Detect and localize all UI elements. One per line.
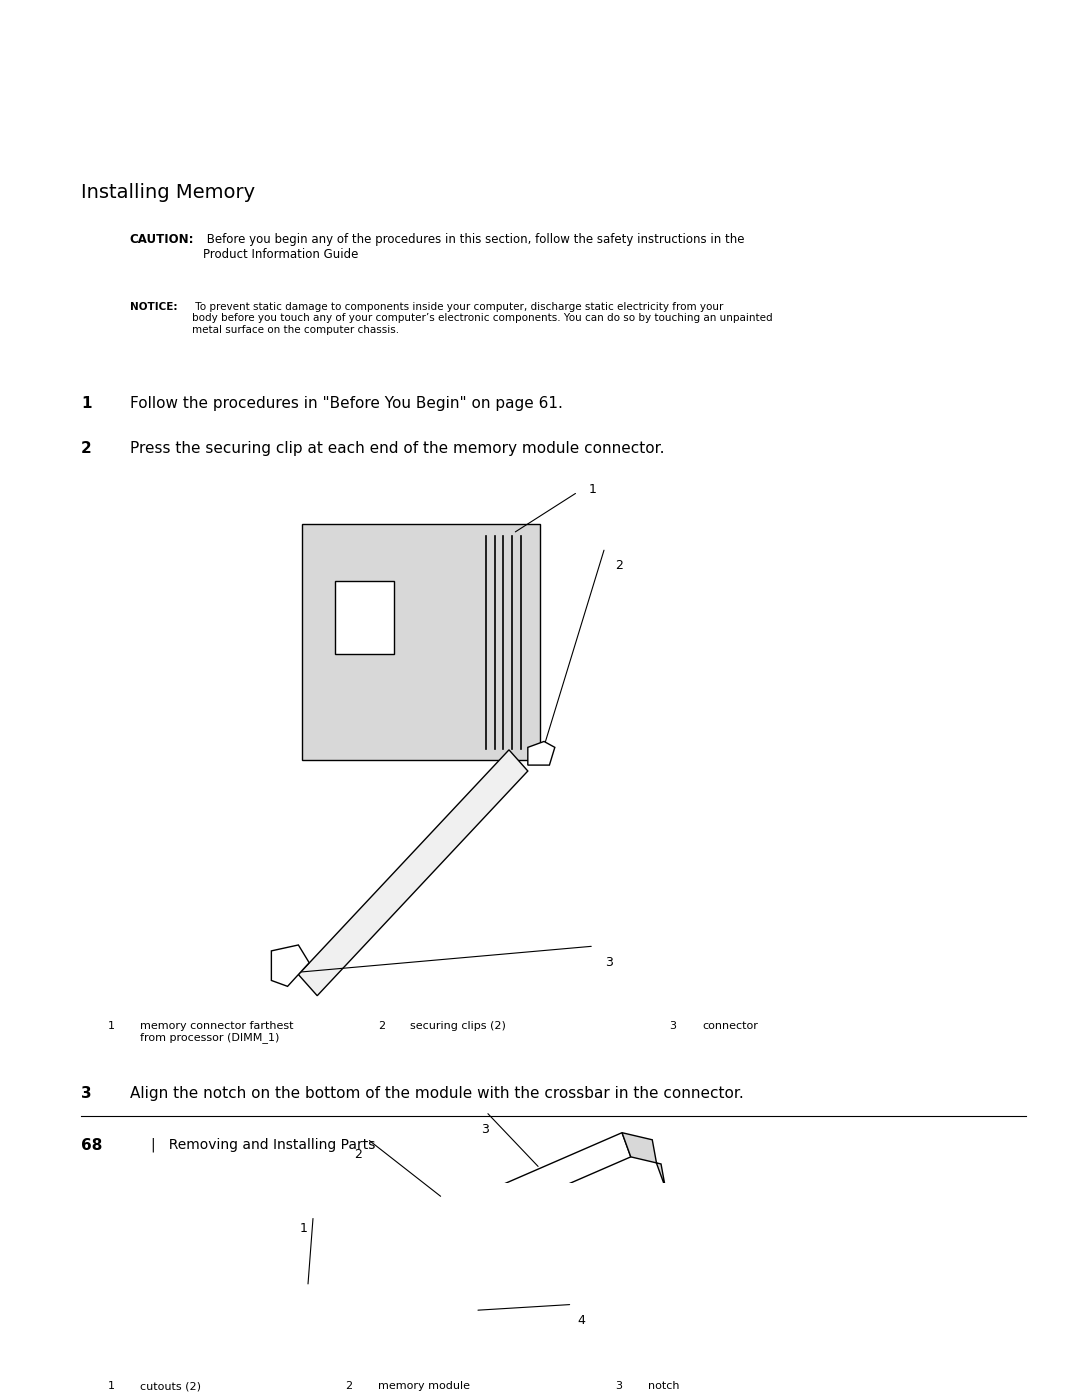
Text: 3: 3 [481,1123,488,1137]
Text: 3: 3 [81,1085,92,1101]
Text: CAUTION:: CAUTION: [130,233,194,246]
Bar [335,581,394,654]
Polygon shape [644,1187,683,1245]
Text: Installing Memory: Installing Memory [81,183,255,203]
Text: 1: 1 [108,1021,114,1031]
Text: notch: notch [648,1382,679,1391]
Bar [302,524,540,760]
Text: 3: 3 [616,1382,622,1391]
Polygon shape [249,1341,285,1369]
Text: securing clips (2): securing clips (2) [410,1021,507,1031]
Text: 2: 2 [346,1382,353,1391]
Text: |   Removing and Installing Parts: | Removing and Installing Parts [151,1137,376,1153]
Text: Before you begin any of the procedures in this section, follow the safety instru: Before you begin any of the procedures i… [203,233,744,261]
Text: 1: 1 [300,1221,308,1235]
Polygon shape [622,1133,665,1187]
Text: NOTICE:: NOTICE: [130,302,177,312]
Text: cutouts (2): cutouts (2) [140,1382,201,1391]
Text: 3: 3 [670,1021,676,1031]
Text: memory module: memory module [378,1382,470,1391]
Polygon shape [276,1187,652,1369]
Polygon shape [528,742,555,766]
Text: 4: 4 [578,1315,585,1327]
Text: 1: 1 [589,482,596,496]
Text: connector: connector [702,1021,758,1031]
Text: 2: 2 [616,559,623,573]
Text: 1: 1 [108,1382,114,1391]
Text: To prevent static damage to components inside your computer, discharge static el: To prevent static damage to components i… [192,302,773,335]
Text: 68: 68 [81,1137,103,1153]
Text: memory connector farthest
from processor (DIMM_1): memory connector farthest from processor… [140,1021,294,1044]
Text: 2: 2 [81,441,92,455]
Text: 2: 2 [378,1021,386,1031]
Text: 2: 2 [354,1148,362,1161]
Text: Press the securing clip at each end of the memory module connector.: Press the securing clip at each end of t… [130,441,664,455]
Text: Follow the procedures in "Before You Begin" on page 61.: Follow the procedures in "Before You Beg… [130,397,563,411]
Text: Align the notch on the bottom of the module with the crossbar in the connector.: Align the notch on the bottom of the mod… [130,1085,743,1101]
Polygon shape [271,944,309,986]
Text: 3: 3 [605,956,612,968]
Polygon shape [298,750,528,996]
Polygon shape [309,1133,631,1292]
Text: 1: 1 [81,397,92,411]
